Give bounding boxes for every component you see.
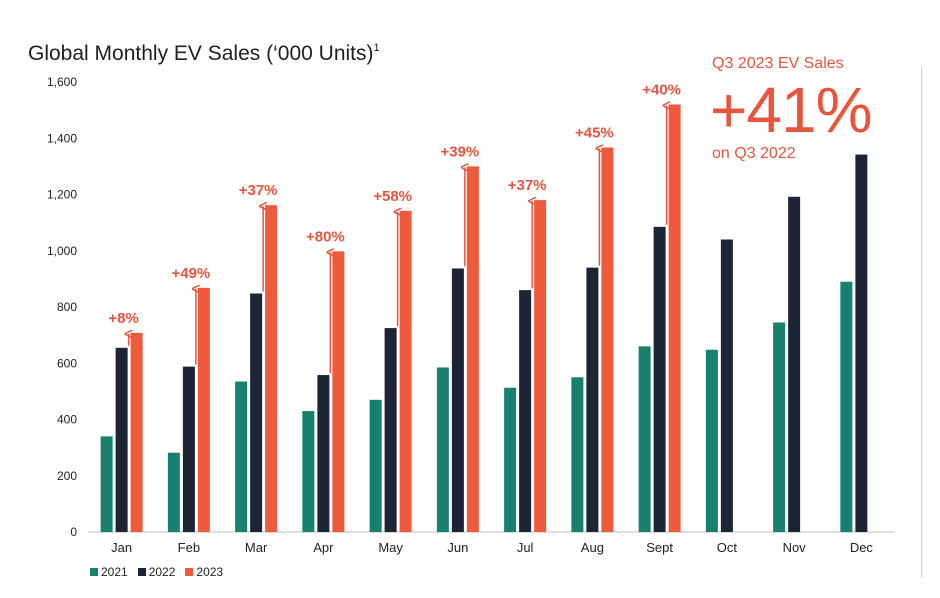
bar-2021-dec: [840, 281, 853, 532]
y-tick-label: 1,200: [47, 188, 77, 202]
bar-2022-jan: [115, 347, 128, 532]
growth-annotation: +49%: [171, 265, 210, 282]
x-tick-label: Mar: [245, 540, 268, 555]
bar-2021-feb: [167, 452, 180, 532]
y-tick-label: 1,600: [47, 75, 77, 89]
growth-annotation: +58%: [373, 188, 412, 205]
bar-2023-jun: [466, 166, 479, 532]
legend-label: 2021: [101, 565, 128, 579]
bar-2023-jan: [130, 332, 143, 532]
chart-title-footnote: 1: [373, 42, 380, 54]
growth-annotation: +80%: [306, 228, 345, 245]
legend-label: 2023: [196, 565, 224, 579]
bar-2022-dec: [855, 154, 868, 532]
legend-swatch: [137, 568, 146, 576]
bar-2023-feb: [197, 287, 210, 532]
legend-swatch: [90, 568, 98, 576]
bar-2021-nov: [773, 322, 786, 532]
bar-2022-may: [384, 328, 397, 532]
y-tick-label: 0: [70, 525, 77, 539]
bar-2023-apr: [332, 251, 345, 532]
y-tick-label: 600: [57, 356, 77, 370]
bar-2021-sept: [638, 346, 651, 532]
callout-title: Q3 2023 EV Sales: [712, 55, 844, 72]
callout-subtitle: on Q3 2022: [712, 145, 796, 162]
bar-2022-aug: [586, 267, 599, 532]
y-tick-label: 1,400: [47, 131, 77, 145]
growth-annotation: +8%: [108, 310, 138, 327]
bar-2022-jun: [451, 268, 464, 532]
bar-2023-mar: [265, 205, 278, 532]
bar-2023-may: [399, 210, 412, 532]
bar-2023-aug: [601, 147, 614, 532]
bar-2023-sept: [668, 104, 681, 532]
bar-2021-may: [369, 399, 382, 532]
y-tick-label: 200: [57, 469, 77, 483]
y-tick-label: 800: [57, 300, 77, 314]
growth-annotation: +40%: [642, 82, 681, 99]
legend-label: 2022: [148, 565, 176, 579]
bar-2022-jul: [519, 290, 532, 532]
right-divider: [921, 66, 922, 578]
x-tick-label: Jun: [447, 540, 468, 555]
legend: 2021 2022 2023: [90, 565, 227, 579]
bar-2021-apr: [302, 411, 315, 532]
y-tick-label: 400: [57, 413, 77, 427]
bar-2021-aug: [571, 377, 584, 532]
x-tick-label: Sept: [646, 540, 673, 555]
bar-2021-jul: [504, 387, 517, 532]
x-tick-label: Apr: [313, 540, 334, 555]
bar-2021-mar: [235, 381, 248, 532]
growth-annotation: +45%: [575, 125, 614, 142]
chart-title-text: Global Monthly EV Sales (‘000 Units): [28, 42, 374, 65]
bar-2022-sept: [653, 226, 666, 532]
x-tick-label: Oct: [717, 540, 738, 555]
growth-annotation: +37%: [239, 182, 278, 199]
bar-2021-oct: [705, 349, 718, 532]
x-tick-label: Jul: [517, 540, 534, 555]
bar-2022-oct: [720, 239, 733, 532]
callout-value: +41%: [710, 74, 872, 146]
growth-annotation: +37%: [508, 177, 547, 194]
growth-annotation: +39%: [440, 143, 479, 160]
bar-2022-mar: [250, 293, 263, 532]
x-tick-label: Aug: [581, 540, 604, 555]
bar-2021-jan: [100, 436, 113, 532]
bar-2022-nov: [788, 196, 801, 532]
x-tick-label: Dec: [850, 540, 874, 555]
bar-2022-feb: [182, 366, 195, 532]
legend-swatch: [185, 568, 194, 576]
x-tick-label: Feb: [178, 540, 200, 555]
legend-item-2023: 2023: [185, 565, 223, 579]
x-tick-label: Jan: [111, 540, 132, 555]
bar-2021-jun: [436, 367, 449, 532]
y-tick-label: 1,000: [47, 244, 77, 258]
chart-title: Global Monthly EV Sales (‘000 Units)1: [28, 42, 380, 66]
x-tick-label: Nov: [783, 540, 807, 555]
x-tick-label: May: [378, 540, 403, 555]
bar-2022-apr: [317, 375, 330, 532]
legend-item-2022: 2022: [137, 565, 176, 579]
legend-item-2021: 2021: [90, 565, 128, 579]
bar-2023-jul: [534, 200, 547, 532]
